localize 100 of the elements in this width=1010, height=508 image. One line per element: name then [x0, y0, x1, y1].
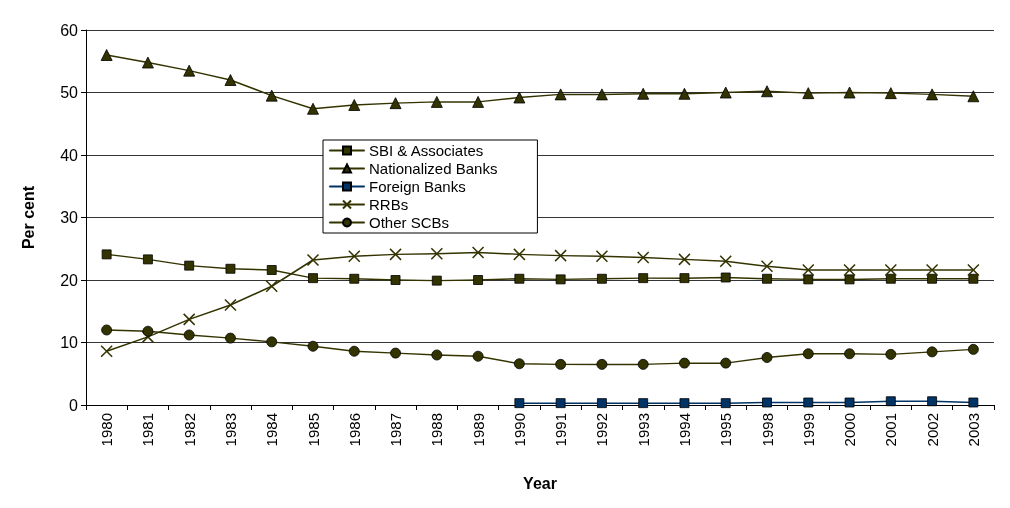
x-tick-label: 1999: [799, 413, 817, 447]
point: [638, 273, 649, 284]
x-tick-label: 2003: [964, 413, 982, 447]
point: [307, 102, 319, 115]
point: [596, 88, 608, 101]
x-tick-label: 1982: [180, 413, 198, 447]
point: [555, 274, 566, 285]
point: [927, 396, 937, 407]
point: [514, 273, 525, 284]
x-tick-label: 1998: [758, 413, 776, 447]
point: [802, 263, 815, 277]
point: [225, 263, 236, 274]
point: [143, 254, 153, 265]
point: [802, 87, 815, 100]
x-tick-label: 1986: [345, 413, 363, 447]
x-tick-label: 1990: [510, 413, 528, 447]
point: [142, 325, 154, 337]
point: [348, 250, 361, 263]
point: [595, 250, 609, 263]
point: [266, 336, 278, 348]
point: [555, 398, 566, 409]
point: [141, 330, 155, 344]
legend-label: RRBs: [369, 196, 409, 213]
legend-label: Other SCBs: [369, 214, 450, 231]
point: [225, 332, 236, 344]
point: [514, 398, 525, 409]
point: [471, 246, 485, 259]
point: [967, 263, 980, 277]
x-tick-label: 1992: [593, 413, 611, 447]
x-tick-label: 1983: [221, 413, 239, 447]
point: [390, 275, 401, 285]
point: [100, 49, 113, 61]
x-tick-label: 1985: [304, 413, 322, 447]
x-tick-label: 1995: [717, 413, 735, 447]
point: [349, 273, 360, 284]
x-tick-label: 1987: [387, 413, 405, 447]
point: [761, 85, 773, 98]
point: [266, 265, 277, 275]
point: [803, 274, 814, 285]
point: [720, 272, 731, 283]
point: [968, 273, 979, 284]
point: [679, 357, 690, 369]
point: [472, 350, 484, 362]
point: [967, 343, 979, 355]
point: [679, 398, 690, 409]
point: [101, 324, 113, 336]
point: [307, 340, 319, 352]
point: [513, 358, 525, 370]
point: [183, 329, 195, 341]
x-tick-label: 1989: [469, 413, 487, 447]
point: [803, 397, 814, 408]
legend-label: Foreign Banks: [369, 178, 466, 195]
point: [762, 273, 772, 284]
x-tick-label: 1984: [263, 413, 281, 447]
point: [884, 87, 897, 100]
x-tick-label: 1994: [675, 413, 693, 447]
point: [430, 247, 444, 260]
point: [182, 313, 196, 326]
x-tick-label: 1991: [552, 413, 570, 447]
point: [925, 263, 939, 277]
x-tick-label: 1993: [634, 413, 652, 447]
x-tick-label: 1988: [428, 413, 446, 447]
y-tick-label: 50: [60, 84, 79, 101]
x-tick-label: 1981: [139, 413, 157, 447]
x-tick-label: 2002: [923, 413, 941, 447]
x-axis-title: Year: [523, 474, 557, 492]
point: [597, 273, 607, 284]
point: [513, 248, 526, 261]
point: [183, 64, 196, 77]
point: [348, 345, 360, 357]
point: [265, 89, 278, 102]
y-tick-label: 10: [60, 334, 79, 351]
point: [679, 273, 690, 284]
point: [473, 275, 483, 285]
point: [844, 274, 855, 285]
point: [719, 86, 732, 99]
point: [472, 95, 484, 108]
point: [636, 251, 650, 264]
point: [760, 260, 774, 273]
point: [885, 348, 897, 360]
point: [224, 74, 237, 86]
point: [596, 358, 608, 370]
point: [265, 280, 278, 293]
point: [720, 398, 731, 409]
point: [513, 91, 526, 104]
x-tick-label: 2001: [882, 413, 900, 447]
point: [348, 99, 361, 111]
point: [390, 347, 401, 359]
point: [844, 397, 855, 408]
point: [184, 260, 195, 271]
point: [967, 90, 980, 103]
point: [678, 87, 691, 100]
y-tick-label: 20: [60, 271, 79, 289]
point: [719, 255, 732, 268]
point: [678, 253, 691, 266]
point: [430, 95, 443, 108]
legend-label: Nationalized Banks: [369, 160, 498, 177]
y-tick-label: 40: [60, 146, 79, 164]
point: [389, 97, 402, 110]
point: [389, 248, 402, 261]
